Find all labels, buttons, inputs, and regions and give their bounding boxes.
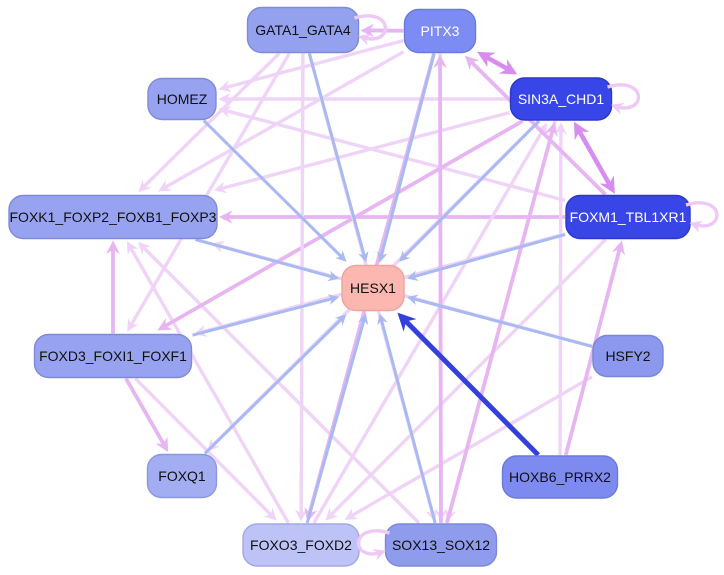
node-sin3a_chd1[interactable]: SIN3A_CHD1 [509, 77, 613, 121]
edge-sox13_sox12-to-pitx3 [433, 54, 447, 524]
node-box[interactable] [565, 194, 691, 240]
edge-gata1_gata4-to-hesx1 [307, 53, 369, 263]
edge-foxo3_foxd2-to-sin3a_chd1 [312, 122, 548, 524]
self-loop-sox13_sox12 [356, 529, 390, 561]
node-pitx3[interactable]: PITX3 [403, 8, 477, 54]
node-box[interactable] [341, 264, 405, 312]
node-foxd3_foxi1_foxf1[interactable]: FOXD3_FOXI1_FOXF1 [33, 333, 193, 379]
node-foxq1[interactable]: FOXQ1 [146, 453, 218, 499]
edge-sox13_sox12-to-foxk1_foxp2_foxb1_foxp3 [137, 241, 421, 525]
node-box[interactable] [8, 194, 218, 240]
edge-gata1_gata4-to-foxk1_foxp2_foxb1_foxp3 [138, 52, 281, 193]
edge-foxq1-to-hesx1 [203, 314, 347, 455]
edge-hsfy2-to-foxo3_foxd2 [344, 375, 593, 520]
node-box[interactable] [33, 333, 193, 379]
node-box[interactable] [147, 77, 217, 121]
edge-gata1_gata4-to-foxo3_foxd2 [295, 53, 308, 522]
edge-pitx3-to-sin3a_chd1 [477, 51, 518, 75]
edge-pitx3-to-foxk1_foxp2_foxb1_foxp3 [158, 50, 405, 192]
self-loop-sin3a_chd1 [607, 83, 641, 115]
node-box[interactable] [384, 523, 498, 567]
node-box[interactable] [403, 8, 477, 54]
node-box[interactable] [242, 523, 360, 567]
edge-foxd3_foxi1_foxf1-to-foxo3_foxd2 [134, 377, 277, 521]
node-gata1_gata4[interactable]: GATA1_GATA4 [246, 6, 360, 54]
edge-gata1_gata4-to-foxd3_foxi1_foxf1 [127, 52, 291, 332]
node-foxo3_foxd2[interactable]: FOXO3_FOXD2 [242, 523, 360, 567]
node-homez[interactable]: HOMEZ [147, 77, 217, 121]
self-loop-foxm1_tbl1xr1 [685, 201, 719, 233]
edge-sox13_sox12-to-hesx1 [377, 313, 437, 524]
node-box[interactable] [146, 453, 218, 499]
edge-sin3a_chd1-to-hesx1 [399, 119, 541, 262]
node-hsfy2[interactable]: HSFY2 [592, 334, 664, 378]
edge-foxd3_foxi1_foxf1-to-hesx1 [192, 294, 340, 337]
edge-foxk1_foxp2_foxb1_foxp3-to-hesx1 [194, 238, 340, 282]
edge-hoxb6_prrx2-to-sin3a_chd1 [554, 122, 568, 456]
edge-homez-to-hesx1 [202, 119, 347, 262]
node-box[interactable] [592, 334, 664, 378]
self-loop-gata1_gata4 [354, 14, 388, 46]
edge-foxo3_foxd2-to-foxk1_foxp2_foxb1_foxp3 [126, 241, 290, 524]
node-box[interactable] [509, 77, 613, 121]
edge-sin3a_chd1-to-foxk1_foxp2_foxb1_foxp3 [213, 110, 510, 194]
edge-pitx3-to-hesx1 [377, 53, 436, 263]
node-hesx1[interactable]: HESX1 [341, 264, 405, 312]
node-hoxb6_prrx2[interactable]: HOXB6_PRRX2 [501, 455, 619, 499]
edge-foxm1_tbl1xr1-to-homez [218, 105, 566, 202]
edge-hsfy2-to-hesx1 [406, 294, 593, 348]
edge-hoxb6_prrx2-to-hesx1 [397, 312, 541, 457]
node-box[interactable] [246, 6, 360, 54]
node-foxm1_tbl1xr1[interactable]: FOXM1_TBL1XR1 [565, 194, 691, 240]
edge-sin3a_chd1-to-foxm1_tbl1xr1 [573, 121, 615, 194]
node-box[interactable] [501, 455, 619, 499]
edge-foxm1_tbl1xr1-to-hesx1 [406, 233, 566, 281]
edge-sox13_sox12-to-sin3a_chd1 [445, 122, 558, 524]
node-foxk1_foxp2_foxb1_foxp3[interactable]: FOXK1_FOXP2_FOXB1_FOXP3 [8, 194, 218, 240]
edge-foxo3_foxd2-to-hesx1 [305, 313, 369, 524]
node-sox13_sox12[interactable]: SOX13_SOX12 [384, 523, 498, 567]
edge-foxd3_foxi1_foxf1-to-foxq1 [124, 377, 169, 453]
edge-sin3a_chd1-to-foxd3_foxi1_foxf1 [157, 119, 524, 331]
